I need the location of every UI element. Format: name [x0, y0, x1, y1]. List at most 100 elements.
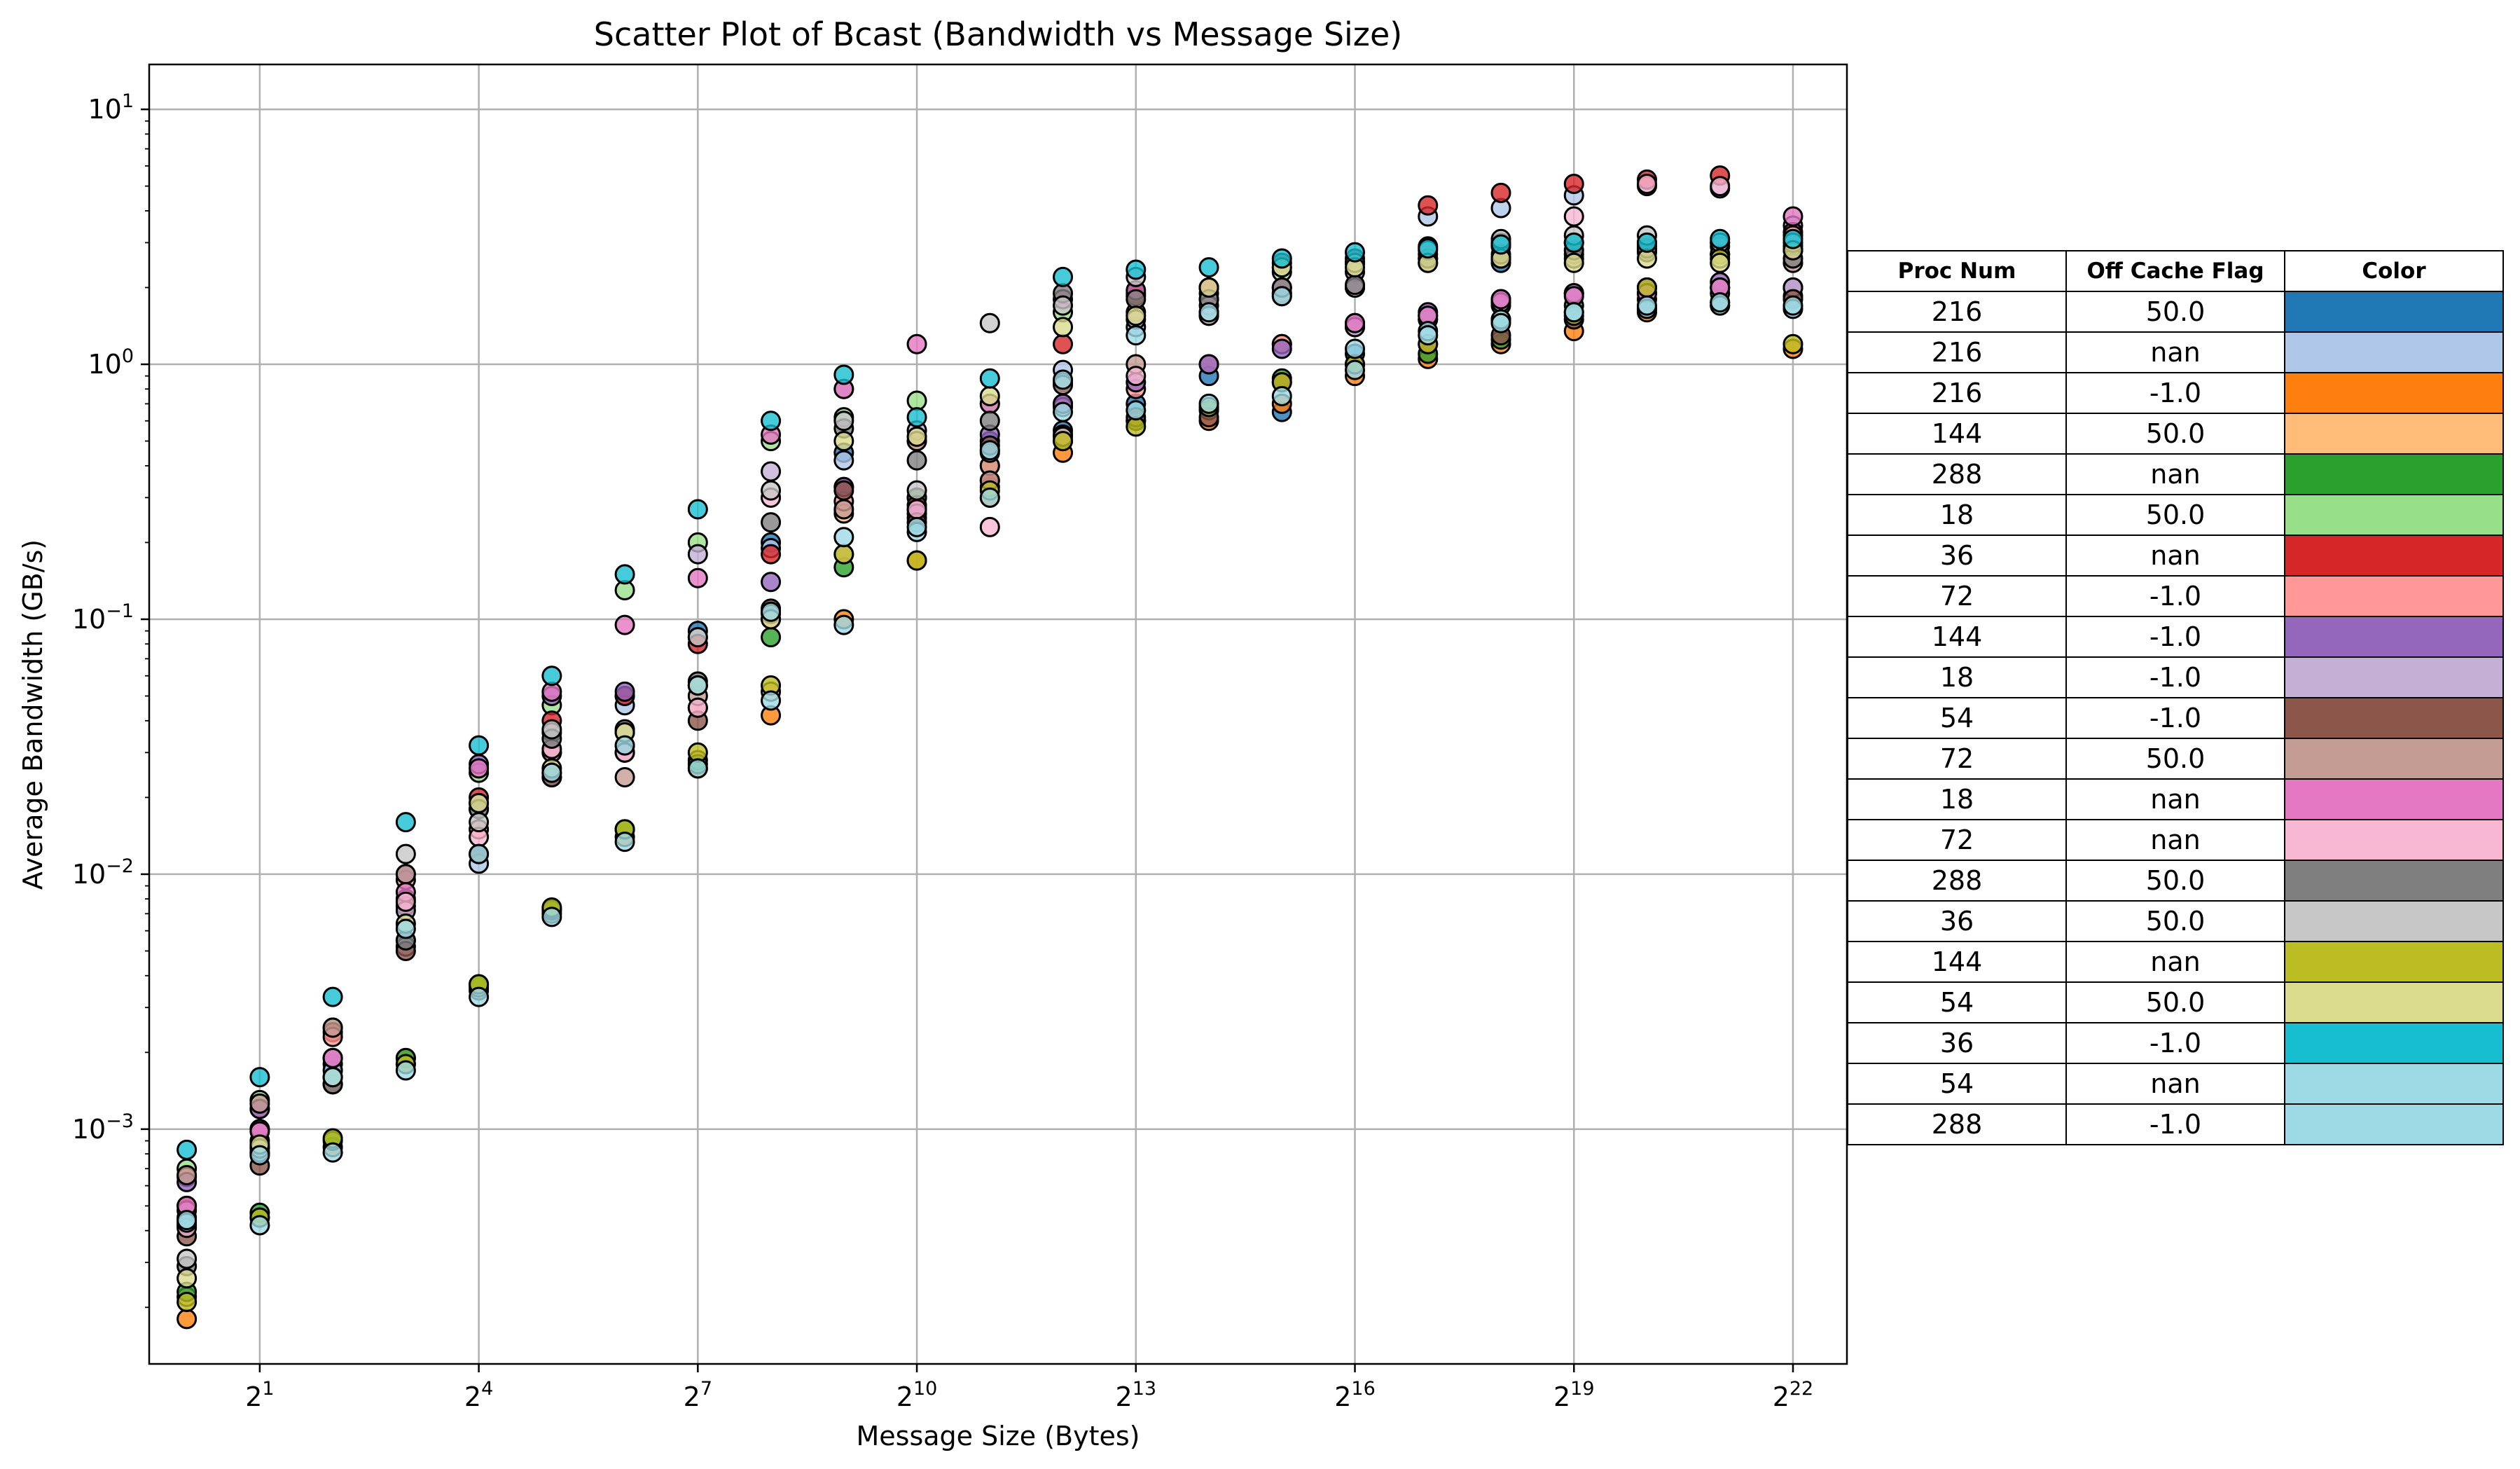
- scatter-point: [687, 499, 708, 520]
- legend-color-swatch: [2284, 1022, 2504, 1064]
- legend-row: 216 nan: [1847, 331, 2504, 373]
- axis-ticks: 21 24 27 210 213 216 219 222 10−3 10−2 10−1 100 101: [72, 90, 1813, 1412]
- legend-proc-num: 288: [1847, 1103, 2067, 1145]
- legend-off-cache-flag: nan: [2065, 535, 2285, 577]
- scatter-point: [614, 735, 635, 756]
- scatter-point: [979, 440, 1000, 461]
- x-tick-label: 222: [1773, 1378, 1814, 1412]
- scatter-point: [1271, 286, 1292, 307]
- scatter-point: [322, 1067, 343, 1088]
- legend-color-swatch: [2284, 616, 2504, 658]
- legend-row: 54 -1.0: [1847, 697, 2504, 739]
- scatter-point: [176, 1268, 198, 1289]
- scatter-point: [469, 986, 490, 1007]
- scatter-point: [687, 758, 708, 779]
- scatter-point: [687, 675, 708, 696]
- scatter-point: [1782, 333, 1804, 354]
- scatter-point: [1782, 206, 1804, 227]
- scatter-point: [249, 1215, 270, 1236]
- legend-header-row: Proc Num Off Cache Flag Color: [1847, 250, 2504, 292]
- legend-off-cache-flag: 50.0: [2065, 494, 2285, 536]
- scatter-point: [395, 812, 416, 833]
- legend-proc-num: 216: [1847, 331, 2067, 373]
- legend-proc-num: 144: [1847, 941, 2067, 983]
- scatter-point: [761, 572, 782, 593]
- legend-row: 36 -1.0: [1847, 1022, 2504, 1064]
- scatter-point: [1345, 359, 1366, 380]
- scatter-point: [1782, 295, 1804, 316]
- scatter-point: [249, 1145, 270, 1166]
- scatter-point: [833, 364, 854, 385]
- legend-color-swatch: [2284, 900, 2504, 942]
- scatter-point: [761, 690, 782, 711]
- data-points: [176, 165, 1804, 1330]
- scatter-point: [541, 665, 562, 687]
- scatter-point: [1490, 312, 1511, 333]
- legend-color-swatch: [2284, 860, 2504, 902]
- scatter-point: [906, 407, 927, 428]
- legend-proc-num: 216: [1847, 291, 2067, 333]
- scatter-point: [833, 499, 854, 520]
- scatter-point: [1345, 275, 1366, 296]
- scatter-point: [395, 918, 416, 939]
- legend-row: 216 -1.0: [1847, 372, 2504, 414]
- legend-proc-num: 54: [1847, 697, 2067, 739]
- scatter-point: [979, 516, 1000, 537]
- x-tick-label: 216: [1334, 1378, 1376, 1412]
- x-tick-label: 210: [896, 1378, 938, 1412]
- scatter-point: [1126, 325, 1147, 346]
- legend-proc-num: 72: [1847, 575, 2067, 617]
- plot-area-frame: [148, 63, 1848, 1365]
- scatter-point: [322, 1047, 343, 1068]
- legend-color-swatch: [2284, 697, 2504, 739]
- scatter-point: [1782, 228, 1804, 249]
- legend-row: 18 50.0: [1847, 494, 2504, 536]
- legend-off-cache-flag: 50.0: [2065, 860, 2285, 902]
- y-tick-label: 10−3: [72, 1110, 134, 1145]
- scatter-point: [1198, 257, 1219, 278]
- scatter-point: [541, 906, 562, 927]
- scatter-point: [1636, 174, 1657, 195]
- legend-off-cache-flag: nan: [2065, 778, 2285, 820]
- legend-off-cache-flag: -1.0: [2065, 697, 2285, 739]
- scatter-point: [906, 426, 927, 447]
- scatter-point: [176, 1210, 198, 1231]
- scatter-point: [906, 550, 927, 571]
- scatter-point: [614, 564, 635, 585]
- legend-proc-num: 144: [1847, 413, 2067, 455]
- legend-row: 72 -1.0: [1847, 575, 2504, 617]
- scatter-point: [322, 1142, 343, 1163]
- scatter-point: [176, 1292, 198, 1313]
- legend-off-cache-flag: -1.0: [2065, 616, 2285, 658]
- scatter-point: [395, 891, 416, 912]
- scatter-point: [1490, 289, 1511, 310]
- y-tick-label: 10−2: [72, 855, 134, 890]
- scatter-point: [1126, 259, 1147, 280]
- legend-off-cache-flag: 50.0: [2065, 981, 2285, 1023]
- scatter-point: [1053, 266, 1074, 287]
- legend-proc-num: 18: [1847, 494, 2067, 536]
- scatter-point: [1563, 232, 1584, 253]
- scatter-point: [761, 411, 782, 432]
- scatter-point: [1710, 292, 1731, 313]
- scatter-point: [1198, 354, 1219, 375]
- legend-row: 288 50.0: [1847, 860, 2504, 902]
- scatter-point: [1053, 333, 1074, 354]
- legend-off-cache-flag: -1.0: [2065, 372, 2285, 414]
- scatter-point: [979, 368, 1000, 389]
- legend-off-cache-flag: 50.0: [2065, 413, 2285, 455]
- scatter-point: [906, 516, 927, 537]
- scatter-point: [687, 627, 708, 648]
- legend-row: 54 nan: [1847, 1063, 2504, 1105]
- y-tick-label: 100: [88, 345, 134, 380]
- legend-off-cache-flag: nan: [2065, 331, 2285, 373]
- scatter-point: [469, 843, 490, 864]
- scatter-point: [249, 1067, 270, 1088]
- legend-header-proc-num: Proc Num: [1847, 250, 2067, 292]
- scatter-point: [1053, 295, 1074, 316]
- chart-title: Scatter Plot of Bcast (Bandwidth vs Mess…: [594, 15, 1402, 53]
- y-tick-label: 10−1: [72, 600, 134, 635]
- scatter-point: [1053, 431, 1074, 452]
- legend-color-swatch: [2284, 413, 2504, 455]
